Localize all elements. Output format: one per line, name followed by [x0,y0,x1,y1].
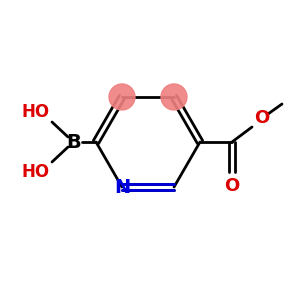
Circle shape [109,84,135,110]
Text: B: B [67,133,81,152]
Text: HO: HO [22,103,50,121]
Circle shape [161,84,187,110]
Text: HO: HO [22,163,50,181]
Text: N: N [114,178,130,196]
Text: O: O [224,177,240,195]
Text: O: O [254,109,270,127]
